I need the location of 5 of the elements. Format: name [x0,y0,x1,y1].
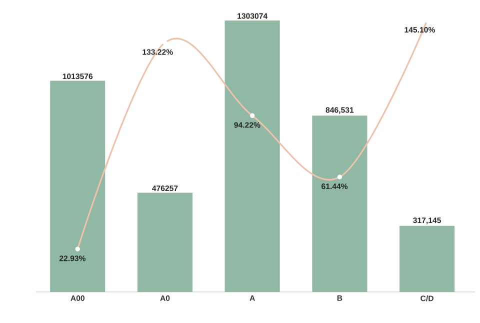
bar [312,115,368,292]
bar [50,80,106,292]
bar [224,20,280,292]
bar [137,192,192,292]
bar [400,226,455,292]
